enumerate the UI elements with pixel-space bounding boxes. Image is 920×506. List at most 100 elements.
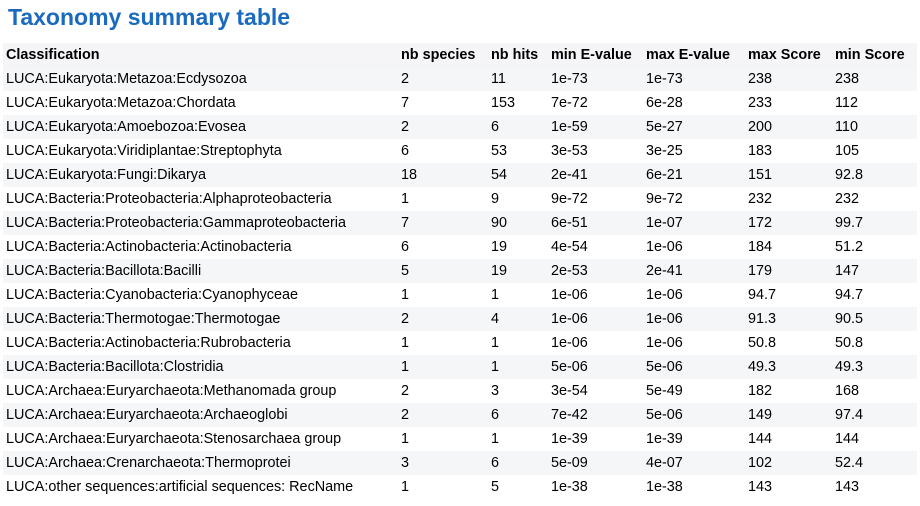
cell-classification: LUCA:Bacteria:Proteobacteria:Gammaproteo… bbox=[3, 211, 398, 235]
cell-nb-species: 2 bbox=[398, 379, 488, 403]
cell-classification: LUCA:Bacteria:Actinobacteria:Actinobacte… bbox=[3, 235, 398, 259]
cell-max-score: 232 bbox=[745, 187, 832, 211]
cell-min-evalue: 2e-53 bbox=[548, 259, 643, 283]
cell-nb-species: 1 bbox=[398, 187, 488, 211]
cell-nb-species: 2 bbox=[398, 115, 488, 139]
cell-min-score: 50.8 bbox=[832, 331, 917, 355]
cell-min-score: 238 bbox=[832, 67, 917, 91]
cell-nb-hits: 53 bbox=[488, 139, 548, 163]
cell-min-score: 94.7 bbox=[832, 283, 917, 307]
cell-nb-hits: 1 bbox=[488, 331, 548, 355]
table-header-row: Classification nb species nb hits min E-… bbox=[3, 43, 917, 67]
cell-min-score: 147 bbox=[832, 259, 917, 283]
cell-min-evalue: 1e-38 bbox=[548, 475, 643, 499]
cell-max-evalue: 5e-06 bbox=[643, 403, 745, 427]
column-header-max-evalue[interactable]: max E-value bbox=[643, 43, 745, 67]
cell-classification: LUCA:Archaea:Euryarchaeota:Methanomada g… bbox=[3, 379, 398, 403]
cell-max-score: 144 bbox=[745, 427, 832, 451]
cell-min-score: 99.7 bbox=[832, 211, 917, 235]
cell-min-evalue: 1e-06 bbox=[548, 283, 643, 307]
cell-nb-species: 1 bbox=[398, 475, 488, 499]
cell-classification: LUCA:Bacteria:Proteobacteria:Alphaproteo… bbox=[3, 187, 398, 211]
cell-nb-hits: 5 bbox=[488, 475, 548, 499]
cell-max-evalue: 1e-38 bbox=[643, 475, 745, 499]
cell-max-evalue: 4e-07 bbox=[643, 451, 745, 475]
table-row[interactable]: LUCA:Bacteria:Actinobacteria:Actinobacte… bbox=[3, 235, 917, 259]
column-header-nb-hits[interactable]: nb hits bbox=[488, 43, 548, 67]
cell-nb-hits: 1 bbox=[488, 355, 548, 379]
cell-max-evalue: 1e-06 bbox=[643, 235, 745, 259]
cell-max-evalue: 1e-06 bbox=[643, 283, 745, 307]
column-header-classification[interactable]: Classification bbox=[3, 43, 398, 67]
cell-min-score: 232 bbox=[832, 187, 917, 211]
cell-max-score: 50.8 bbox=[745, 331, 832, 355]
cell-max-score: 143 bbox=[745, 475, 832, 499]
cell-max-evalue: 1e-06 bbox=[643, 331, 745, 355]
table-row[interactable]: LUCA:Eukaryota:Metazoa:Chordata 7 153 7e-72… bbox=[3, 91, 917, 115]
cell-min-score: 51.2 bbox=[832, 235, 917, 259]
cell-classification: LUCA:Eukaryota:Fungi:Dikarya bbox=[3, 163, 398, 187]
table-body: LUCA:Eukaryota:Metazoa:Ecdysozoa 2 11 1e-73… bbox=[3, 67, 917, 499]
cell-nb-hits: 4 bbox=[488, 307, 548, 331]
cell-classification: LUCA:Eukaryota:Viridiplantae:Streptophyt… bbox=[3, 139, 398, 163]
cell-classification: LUCA:Bacteria:Thermotogae:Thermotogae bbox=[3, 307, 398, 331]
table-row[interactable]: LUCA:Archaea:Euryarchaeota:Methanomada g… bbox=[3, 379, 917, 403]
cell-nb-species: 2 bbox=[398, 67, 488, 91]
cell-max-score: 183 bbox=[745, 139, 832, 163]
cell-max-score: 151 bbox=[745, 163, 832, 187]
cell-classification: LUCA:Bacteria:Actinobacteria:Rubrobacter… bbox=[3, 331, 398, 355]
cell-nb-species: 1 bbox=[398, 283, 488, 307]
table-row[interactable]: LUCA:Eukaryota:Fungi:Dikarya 18 54 2e-41 6e-… bbox=[3, 163, 917, 187]
cell-max-evalue: 1e-73 bbox=[643, 67, 745, 91]
cell-max-score: 172 bbox=[745, 211, 832, 235]
cell-nb-hits: 19 bbox=[488, 259, 548, 283]
cell-nb-hits: 6 bbox=[488, 115, 548, 139]
cell-min-evalue: 1e-06 bbox=[548, 331, 643, 355]
cell-max-score: 102 bbox=[745, 451, 832, 475]
table-row[interactable]: LUCA:other sequences:artificial sequence… bbox=[3, 475, 917, 499]
table-row[interactable]: LUCA:Bacteria:Bacillota:Clostridia 1 1 5e-0… bbox=[3, 355, 917, 379]
cell-classification: LUCA:Bacteria:Cyanobacteria:Cyanophyceae bbox=[3, 283, 398, 307]
cell-min-score: 168 bbox=[832, 379, 917, 403]
cell-nb-species: 3 bbox=[398, 451, 488, 475]
cell-nb-hits: 153 bbox=[488, 91, 548, 115]
column-header-nb-species[interactable]: nb species bbox=[398, 43, 488, 67]
column-header-max-score[interactable]: max Score bbox=[745, 43, 832, 67]
cell-min-evalue: 1e-73 bbox=[548, 67, 643, 91]
table-row[interactable]: LUCA:Bacteria:Proteobacteria:Alphaproteo… bbox=[3, 187, 917, 211]
cell-min-score: 92.8 bbox=[832, 163, 917, 187]
cell-nb-hits: 19 bbox=[488, 235, 548, 259]
cell-max-score: 94.7 bbox=[745, 283, 832, 307]
cell-classification: LUCA:Eukaryota:Metazoa:Chordata bbox=[3, 91, 398, 115]
cell-min-score: 97.4 bbox=[832, 403, 917, 427]
cell-max-evalue: 6e-28 bbox=[643, 91, 745, 115]
cell-max-score: 91.3 bbox=[745, 307, 832, 331]
cell-max-evalue: 3e-25 bbox=[643, 139, 745, 163]
cell-max-evalue: 1e-07 bbox=[643, 211, 745, 235]
table-row[interactable]: LUCA:Bacteria:Proteobacteria:Gammaproteo… bbox=[3, 211, 917, 235]
cell-min-score: 105 bbox=[832, 139, 917, 163]
table-row[interactable]: LUCA:Eukaryota:Metazoa:Ecdysozoa 2 11 1e-73… bbox=[3, 67, 917, 91]
cell-max-evalue: 1e-06 bbox=[643, 307, 745, 331]
cell-nb-species: 1 bbox=[398, 331, 488, 355]
cell-nb-species: 2 bbox=[398, 307, 488, 331]
cell-min-score: 110 bbox=[832, 115, 917, 139]
table-row[interactable]: LUCA:Bacteria:Bacillota:Bacilli 5 19 2e-53 2… bbox=[3, 259, 917, 283]
table-row[interactable]: LUCA:Archaea:Euryarchaeota:Stenosarchaea… bbox=[3, 427, 917, 451]
cell-max-evalue: 9e-72 bbox=[643, 187, 745, 211]
table-row[interactable]: LUCA:Eukaryota:Amoebozoa:Evosea 2 6 1e-59 5e… bbox=[3, 115, 917, 139]
table-row[interactable]: LUCA:Bacteria:Actinobacteria:Rubrobacter… bbox=[3, 331, 917, 355]
table-row[interactable]: LUCA:Bacteria:Cyanobacteria:Cyanophyceae… bbox=[3, 283, 917, 307]
cell-max-evalue: 5e-06 bbox=[643, 355, 745, 379]
cell-min-score: 112 bbox=[832, 91, 917, 115]
table-row[interactable]: LUCA:Archaea:Crenarchaeota:Thermoprotei 3… bbox=[3, 451, 917, 475]
cell-classification: LUCA:Eukaryota:Amoebozoa:Evosea bbox=[3, 115, 398, 139]
cell-min-evalue: 9e-72 bbox=[548, 187, 643, 211]
table-row[interactable]: LUCA:Bacteria:Thermotogae:Thermotogae 2 4 1… bbox=[3, 307, 917, 331]
column-header-min-score[interactable]: min Score bbox=[832, 43, 917, 67]
cell-nb-hits: 3 bbox=[488, 379, 548, 403]
cell-min-score: 143 bbox=[832, 475, 917, 499]
table-row[interactable]: LUCA:Archaea:Euryarchaeota:Archaeoglobi 2… bbox=[3, 403, 917, 427]
table-row[interactable]: LUCA:Eukaryota:Viridiplantae:Streptophyt… bbox=[3, 139, 917, 163]
column-header-min-evalue[interactable]: min E-value bbox=[548, 43, 643, 67]
